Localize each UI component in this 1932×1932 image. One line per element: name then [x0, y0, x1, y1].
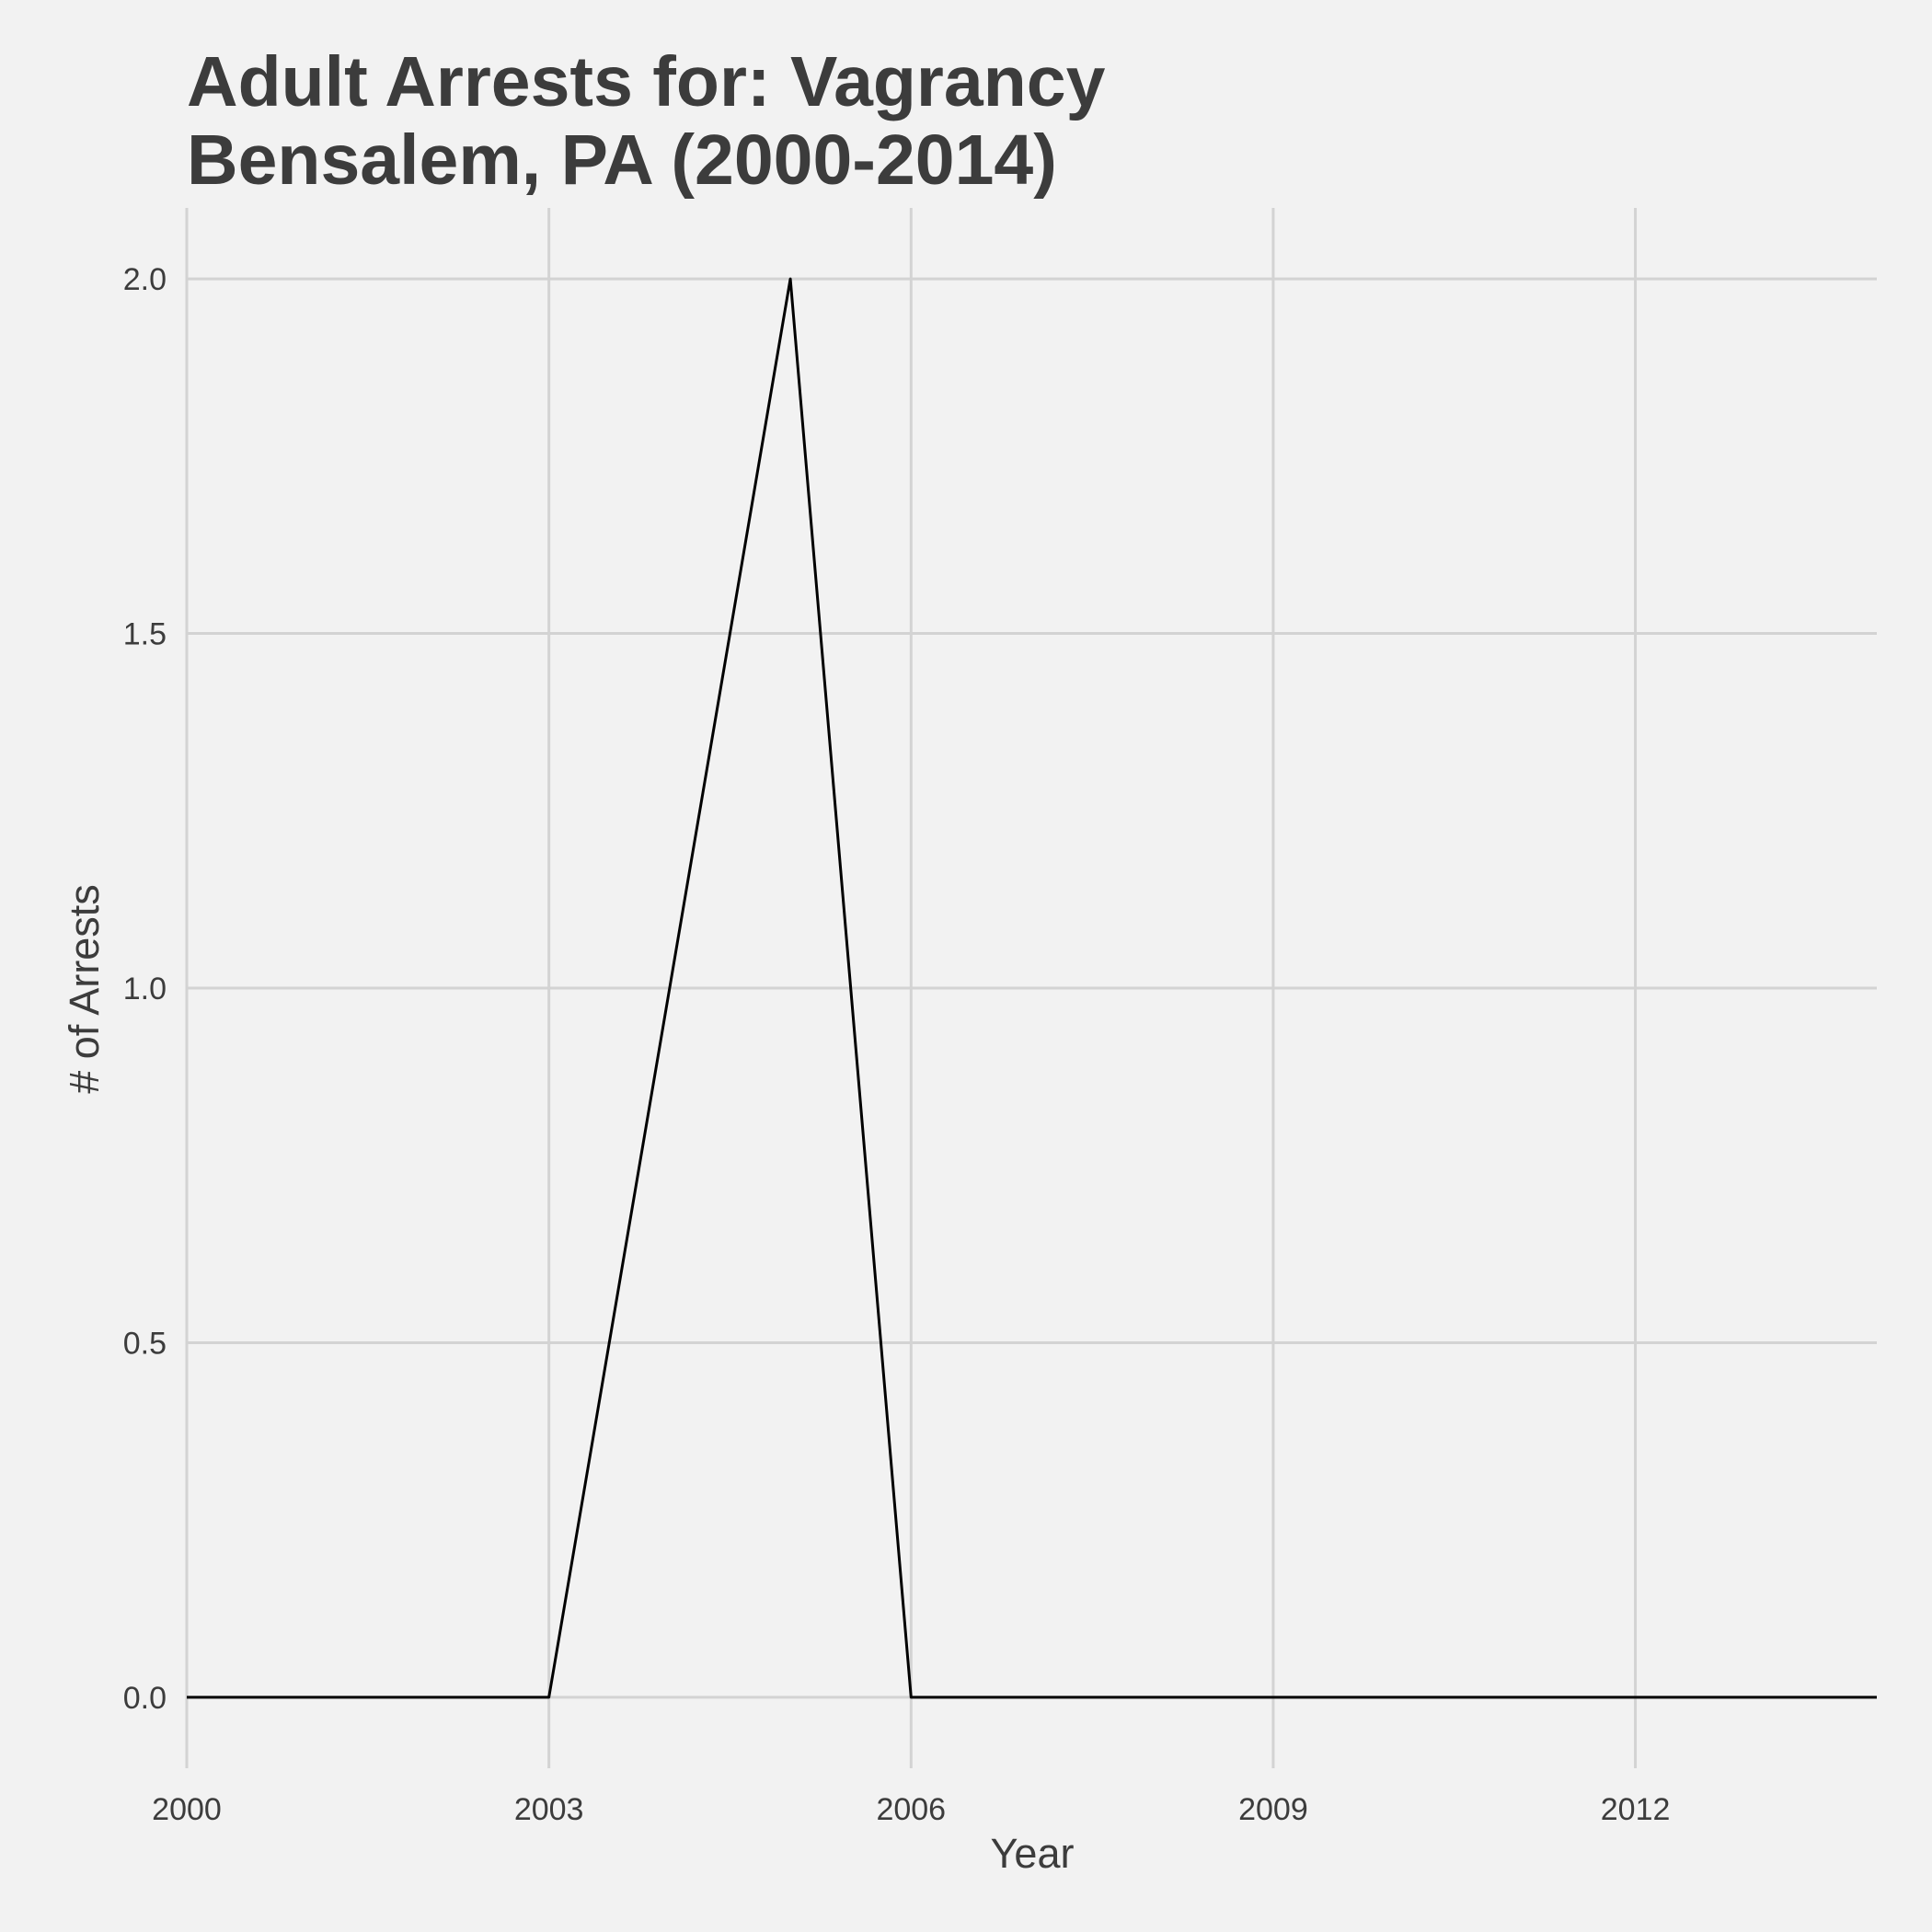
y-tick-label: 0.5: [123, 1326, 167, 1361]
y-tick-label: 2.0: [123, 262, 167, 297]
x-tick-label: 2009: [1238, 1792, 1308, 1827]
series-layer: [187, 277, 1877, 1699]
y-tick-label: 1.5: [123, 617, 167, 652]
x-tick-label: 2012: [1601, 1792, 1671, 1827]
chart-title-line-1: Adult Arrests for: Vagrancy: [187, 42, 1106, 121]
tick-labels: 0.0 0.5 1.0 1.5 2.0 2000 2003 2006 2009 2012: [123, 262, 1671, 1827]
grid: [185, 208, 1877, 1768]
series-line: [187, 277, 1877, 1699]
x-axis-title: Year: [991, 1830, 1075, 1877]
x-tick-label: 2003: [514, 1792, 584, 1827]
y-tick-label: 0.0: [123, 1681, 167, 1716]
chart-title-line-2: Bensalem, PA (2000-2014): [187, 121, 1057, 200]
x-tick-label: 2000: [152, 1792, 222, 1827]
y-axis-title: # of Arrests: [61, 884, 108, 1094]
y-tick-label: 1.0: [123, 972, 167, 1006]
x-tick-label: 2006: [876, 1792, 946, 1827]
